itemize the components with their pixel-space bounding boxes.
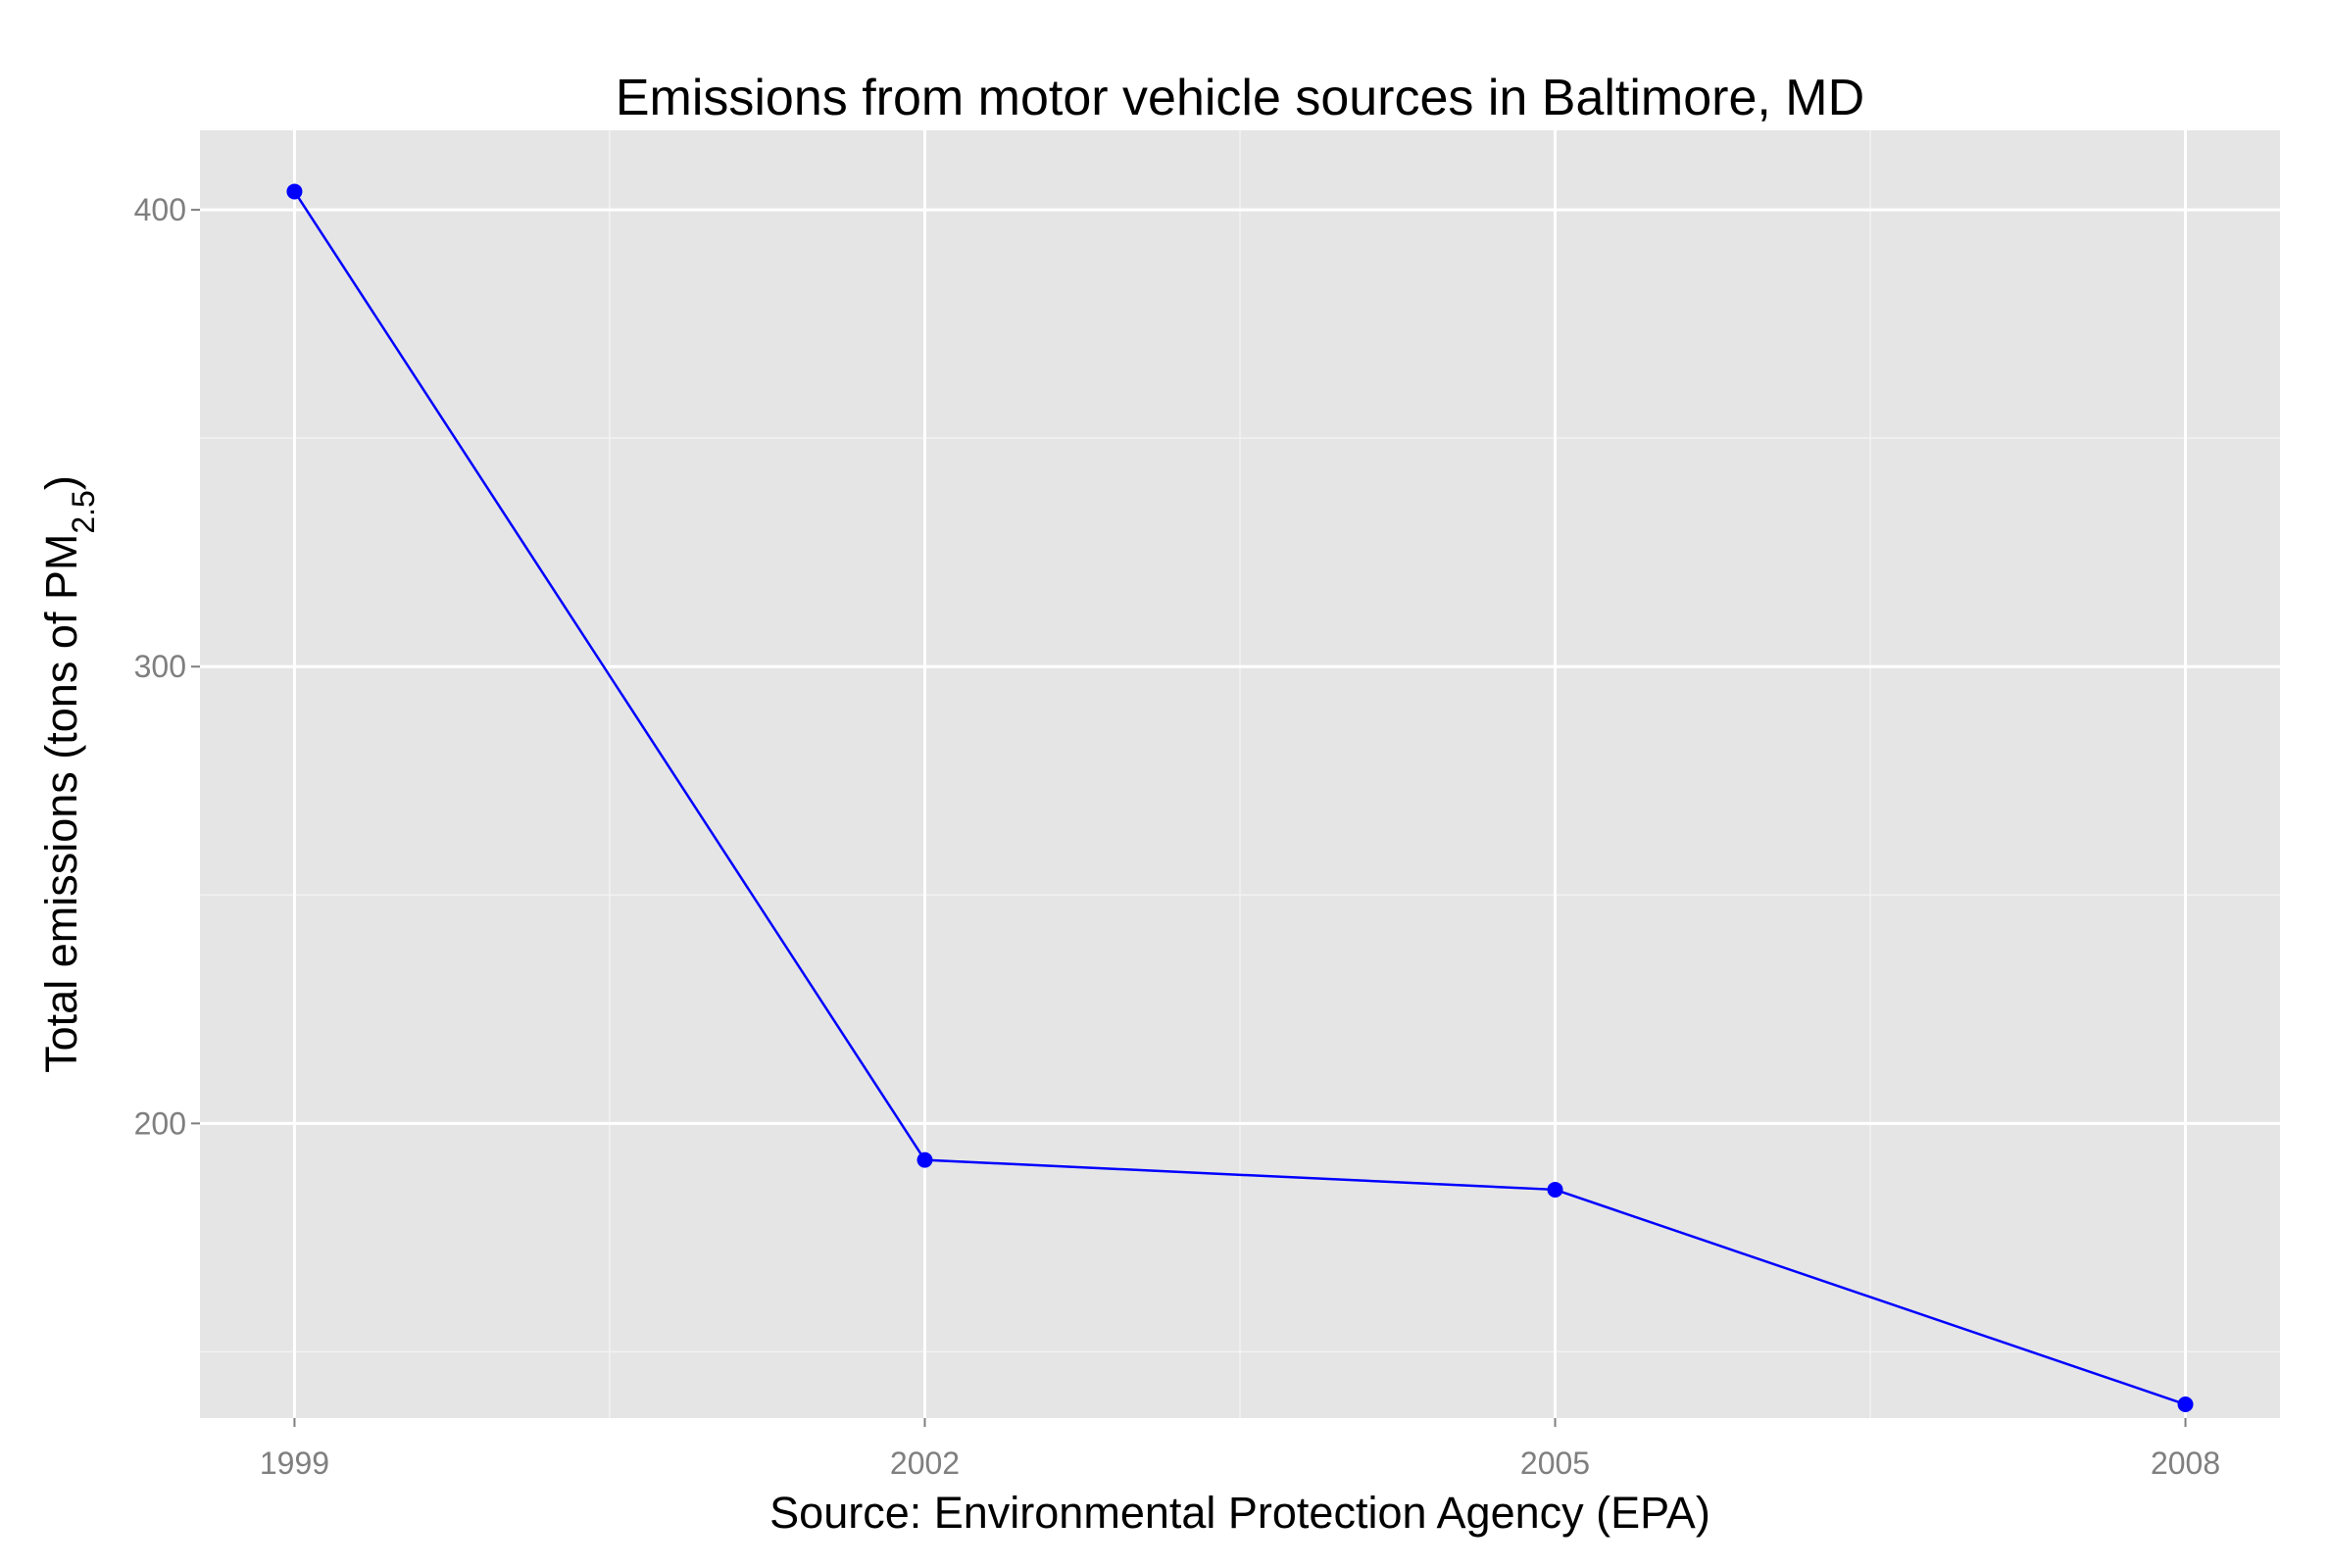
- x-tick-label: 2005: [1520, 1446, 1590, 1481]
- x-axis-ticks: 1999 2002 2005 2008: [260, 1418, 2220, 1481]
- data-point: [916, 1152, 933, 1168]
- y-axis-title-subscript: 2.5: [66, 490, 101, 533]
- series-line: [293, 190, 2186, 1406]
- data-point: [286, 183, 303, 200]
- y-tick-label: 400: [134, 192, 186, 227]
- x-tick-label: 1999: [260, 1446, 329, 1481]
- data-point: [1547, 1181, 1563, 1198]
- major-gridlines: [200, 130, 2280, 1418]
- data-point: [2177, 1396, 2194, 1413]
- minor-gridlines: [200, 130, 2280, 1418]
- y-tick-label: 200: [134, 1105, 186, 1141]
- y-axis-title: Total emissions (tons of PM2.5): [36, 475, 101, 1073]
- y-axis-title-suffix: ): [36, 475, 86, 490]
- x-tick-label: 2002: [890, 1446, 960, 1481]
- x-tick-label: 2008: [2151, 1446, 2220, 1481]
- y-axis-title-main: Total emissions (tons of PM: [36, 534, 86, 1073]
- series-layer: [286, 183, 2194, 1413]
- x-axis-title: Source: Environmental Protection Agency …: [769, 1488, 1710, 1538]
- y-axis-ticks: 200 300 400: [134, 192, 200, 1141]
- y-tick-label: 300: [134, 649, 186, 684]
- chart-title: Emissions from motor vehicle sources in …: [616, 70, 1864, 126]
